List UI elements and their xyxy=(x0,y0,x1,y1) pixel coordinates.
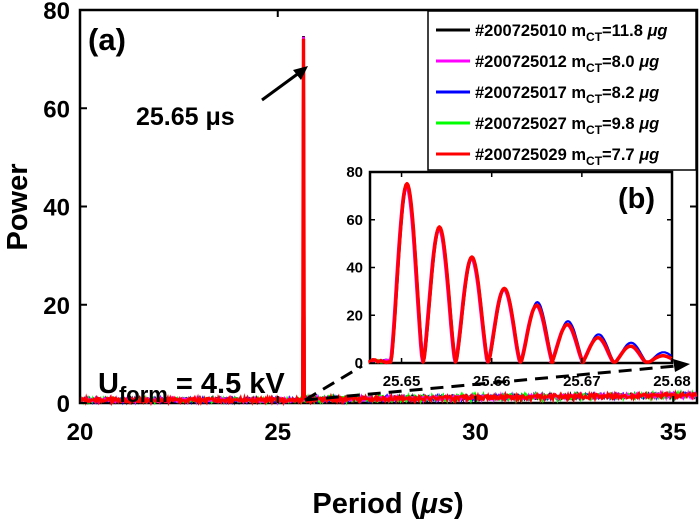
legend-box xyxy=(427,10,697,171)
legend-shot: #200725017 xyxy=(475,84,571,102)
legend-shot: #200725010 xyxy=(475,22,571,40)
legend-entry-text: #200725010 mCT=11.8 μg xyxy=(475,22,668,44)
legend-unit: μg xyxy=(638,84,659,102)
legend-entry-text: #200725012 mCT=8.0 μg xyxy=(475,53,659,75)
legend-entries: #200725010 mCT=11.8 μg#200725012 mCT=8.0… xyxy=(436,22,668,168)
inset-series-line xyxy=(368,181,673,365)
x-tick-label: 35 xyxy=(660,419,687,446)
legend-shot: #200725027 xyxy=(475,115,571,133)
y-axis-label: Power xyxy=(2,163,34,250)
inset-y-tick-label: 40 xyxy=(346,260,363,277)
legend-entry-text: #200725029 mCT=7.7 μg xyxy=(475,146,659,168)
uform-symbol: U xyxy=(98,368,119,400)
zoom-connector-left xyxy=(304,364,363,402)
legend-m: m xyxy=(571,146,586,164)
legend-m-sub: CT xyxy=(586,61,603,75)
main-series-line xyxy=(79,38,698,407)
x-tick-label: 20 xyxy=(67,419,94,446)
legend-unit: μg xyxy=(638,115,659,133)
legend-mass: =8.2 xyxy=(602,84,639,102)
legend-m-sub: CT xyxy=(586,92,603,106)
x-tick-label: 30 xyxy=(462,419,489,446)
legend-shot: #200725012 xyxy=(475,53,571,71)
inset-x-tick-label: 25.66 xyxy=(473,373,511,390)
legend-unit: μg xyxy=(638,53,659,71)
zoom-arrow-head xyxy=(673,359,690,372)
inset-y-tick-label: 0 xyxy=(355,355,363,372)
peak-annotation: 25.65 μs xyxy=(136,103,235,131)
y-tick-label: 0 xyxy=(57,391,70,418)
main-data-lines xyxy=(79,36,698,407)
legend-m: m xyxy=(571,115,586,133)
legend-mass: =7.7 xyxy=(602,146,639,164)
inset-y-tick-label: 80 xyxy=(346,164,363,181)
legend-m: m xyxy=(571,84,586,102)
legend-mass: =8.0 xyxy=(602,53,639,71)
panel-label-a: (a) xyxy=(88,22,126,57)
uform-subscript: form xyxy=(119,382,168,407)
legend-shot: #200725029 xyxy=(475,146,571,164)
inset-data-lines xyxy=(368,181,673,365)
legend-unit: μg xyxy=(638,146,659,164)
peak-arrow-head xyxy=(293,66,308,80)
y-tick-label: 20 xyxy=(43,293,70,320)
x-tick-label: 25 xyxy=(264,419,291,446)
y-tick-label: 40 xyxy=(43,195,70,222)
peak-arrow-line xyxy=(261,68,304,102)
inset-ticks: 25.65 25.66 25.67 25.68 0 20 40 60 80 xyxy=(346,164,690,390)
y-tick-label: 80 xyxy=(43,0,70,25)
legend-m: m xyxy=(571,53,586,71)
inset-plot: 25.65 25.66 25.67 25.68 0 20 40 60 80 (b) xyxy=(346,164,690,390)
x-axis-label: Period (μs) xyxy=(312,488,463,520)
legend-m-sub: CT xyxy=(586,123,603,137)
legend-m-sub: CT xyxy=(586,30,603,44)
inset-x-tick-label: 25.65 xyxy=(383,373,421,390)
uform-annotation: Uform = 4.5 kV xyxy=(98,368,285,407)
legend-mass: =11.8 xyxy=(602,22,647,40)
legend-m: m xyxy=(571,22,586,40)
legend-entry-text: #200725027 mCT=9.8 μg xyxy=(475,115,659,137)
legend-unit: μg xyxy=(646,22,667,40)
legend: #200725010 mCT=11.8 μg#200725012 mCT=8.0… xyxy=(427,10,697,171)
inset-y-tick-label: 20 xyxy=(346,307,363,324)
inset-x-tick-label: 25.67 xyxy=(563,373,601,390)
panel-label-b: (b) xyxy=(618,183,655,215)
y-tick-label: 60 xyxy=(43,96,70,123)
legend-entry-text: #200725017 mCT=8.2 μg xyxy=(475,84,659,106)
legend-mass: =9.8 xyxy=(602,115,639,133)
inset-x-tick-label: 25.68 xyxy=(653,373,691,390)
uform-value: = 4.5 kV xyxy=(168,368,286,400)
inset-y-tick-label: 60 xyxy=(346,212,363,229)
legend-m-sub: CT xyxy=(586,154,603,168)
